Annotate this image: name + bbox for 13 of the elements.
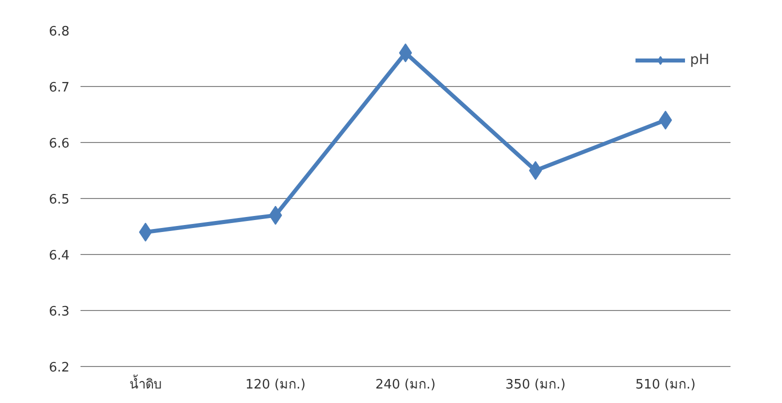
y-tick-label: 6.4 — [48, 248, 70, 264]
x-tick-label: 350 (มก.) — [505, 378, 566, 392]
y-tick-label: 6.5 — [48, 192, 70, 208]
x-tick-label: น้ำดิบ — [130, 374, 162, 392]
legend-label: pH — [690, 52, 710, 68]
y-tick-label: 6.7 — [48, 80, 70, 96]
y-tick-label: 6.8 — [48, 24, 70, 40]
y-tick-label: 6.6 — [48, 136, 70, 152]
x-tick-label: 510 (มก.) — [635, 378, 696, 392]
x-tick-label: 240 (มก.) — [375, 378, 436, 392]
y-tick-label: 6.2 — [48, 360, 70, 376]
x-tick-label: 120 (มก.) — [245, 378, 306, 392]
y-tick-label: 6.3 — [48, 304, 70, 320]
